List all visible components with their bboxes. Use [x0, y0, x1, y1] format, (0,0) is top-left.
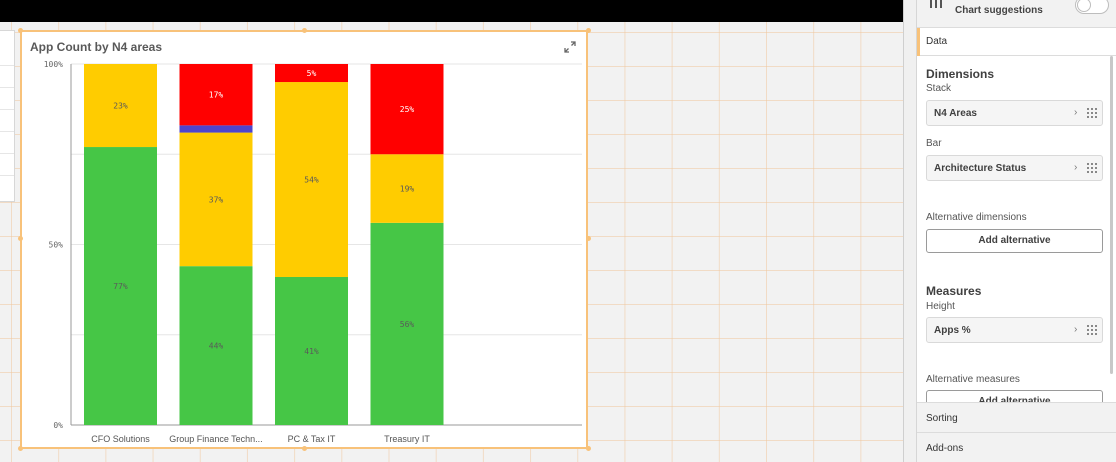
bar-segment [179, 64, 253, 126]
bar-segment [370, 222, 444, 425]
x-tick-label: PC & Tax IT [288, 434, 336, 444]
panel-gap [904, 0, 916, 462]
bar-segment [370, 154, 444, 223]
dimension-item-architecture-status[interactable]: Architecture Status › [926, 155, 1103, 181]
chart-suggestions-bar: Chart suggestions [917, 0, 1116, 27]
sorting-section[interactable]: Sorting [917, 402, 1116, 432]
resize-handle[interactable] [586, 28, 591, 33]
bar-segment [275, 82, 348, 277]
scrollbar[interactable] [1110, 56, 1113, 374]
bar-segment [179, 125, 253, 133]
chevron-right-icon: › [1074, 324, 1078, 335]
sorting-label: Sorting [926, 413, 958, 424]
add-alternative-measure-button[interactable]: Add alternative [926, 390, 1103, 402]
drag-handle-icon[interactable] [1087, 163, 1097, 174]
data-label: 17% [209, 91, 224, 100]
chart-title: App Count by N4 areas [30, 40, 163, 54]
tab-data[interactable]: Data [917, 27, 1116, 56]
field-name: Apps % [934, 325, 971, 336]
addons-section[interactable]: Add-ons [917, 432, 1116, 462]
y-tick-label: 50% [49, 241, 64, 250]
drag-handle-icon[interactable] [1087, 325, 1097, 336]
y-tick-label: 0% [53, 421, 63, 430]
bar-segment [275, 276, 348, 425]
top-bar [0, 0, 903, 22]
measures-title: Measures [926, 284, 982, 298]
properties-panel: Chart suggestions Data Dimensions Stack … [916, 0, 1116, 462]
x-tick-label: Group Finance Techn... [169, 434, 262, 444]
toggle-knob [1077, 0, 1091, 12]
bar-label: Bar [926, 138, 942, 149]
alternative-dimensions-label: Alternative dimensions [926, 212, 1027, 223]
properties-scroll-area[interactable]: Dimensions Stack N4 Areas › Bar Architec… [917, 56, 1116, 402]
resize-handle[interactable] [302, 28, 307, 33]
data-label: 44% [209, 342, 224, 351]
add-alternative-dimension-button[interactable]: Add alternative [926, 229, 1103, 253]
chart-object[interactable]: 0% 50% 100% 77% 23% CFO Solutions 44% 37% 17% Gro… [20, 30, 588, 449]
data-label: 54% [304, 176, 319, 185]
bar-segment [275, 64, 348, 83]
dimension-item-n4-areas[interactable]: N4 Areas › [926, 100, 1103, 126]
data-label: 23% [113, 102, 128, 111]
bar-chart-icon [930, 0, 942, 8]
active-tab-accent [917, 28, 920, 56]
addons-label: Add-ons [926, 443, 964, 454]
resize-handle[interactable] [18, 28, 23, 33]
resize-handle[interactable] [302, 446, 307, 451]
panel-divider [903, 0, 904, 462]
bar-segment [84, 147, 157, 425]
bar-segment [179, 266, 253, 425]
data-label: 25% [400, 105, 415, 114]
resize-handle[interactable] [586, 236, 591, 241]
field-name: Architecture Status [934, 163, 1027, 174]
resize-handle[interactable] [18, 446, 23, 451]
x-tick-label: CFO Solutions [91, 434, 150, 444]
chevron-right-icon: › [1074, 107, 1078, 118]
x-tick-label: Treasury IT [384, 434, 430, 444]
chevron-right-icon: › [1074, 162, 1078, 173]
drag-handle-icon[interactable] [1087, 108, 1097, 119]
bar-segment [179, 132, 253, 267]
height-label: Height [926, 301, 955, 312]
chart-suggestions-toggle[interactable] [1075, 0, 1109, 14]
data-label: 56% [400, 320, 415, 329]
data-label: 41% [304, 347, 319, 356]
alternative-measures-label: Alternative measures [926, 374, 1020, 385]
neighbor-object-stub[interactable] [0, 30, 15, 202]
data-label: 37% [209, 195, 224, 204]
data-label: 19% [400, 185, 415, 194]
chart-suggestions-label: Chart suggestions [955, 5, 1043, 16]
resize-handle[interactable] [586, 446, 591, 451]
dimensions-title: Dimensions [926, 67, 995, 81]
expand-icon[interactable] [564, 41, 576, 53]
bar-segment [370, 64, 444, 155]
measure-item-apps-percent[interactable]: Apps % › [926, 317, 1103, 343]
tab-data-label: Data [926, 36, 948, 47]
bar-chart[interactable]: 0% 50% 100% 77% 23% CFO Solutions 44% 37% 17% Gro… [22, 32, 586, 447]
field-name: N4 Areas [934, 108, 977, 119]
y-tick-label: 100% [44, 60, 63, 69]
stack-label: Stack [926, 83, 952, 94]
data-label: 77% [113, 282, 128, 291]
bar-segment [84, 64, 157, 148]
data-label: 5% [307, 69, 317, 78]
resize-handle[interactable] [18, 236, 23, 241]
